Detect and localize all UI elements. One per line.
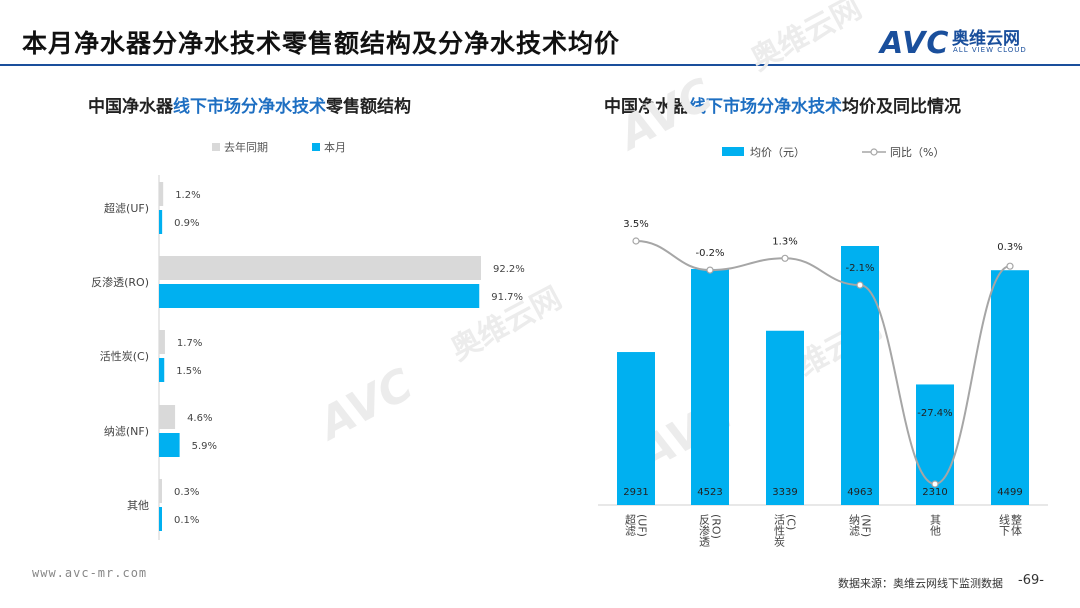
legend-label-current: 本月 <box>324 140 346 154</box>
category-label: 超滤 <box>624 513 637 536</box>
bar-label-current: 5.9% <box>192 441 217 452</box>
category-label: (RO) <box>710 514 723 539</box>
yoy-label: -2.1% <box>845 263 874 274</box>
category-label: 纳滤 <box>848 514 861 536</box>
bar-label-prior: 92.2% <box>493 264 525 275</box>
price-bar-label: 4499 <box>997 487 1022 498</box>
header-divider <box>0 64 1080 66</box>
bar-prior <box>159 479 162 503</box>
bar-current <box>159 507 162 531</box>
category-label: 超滤(UF) <box>104 201 149 215</box>
price-bar-label: 4523 <box>697 487 722 498</box>
category-label: 其他 <box>929 514 942 536</box>
bar-prior <box>159 182 164 206</box>
category-label: (UF) <box>636 514 649 537</box>
legend-marker-yoy <box>870 148 878 156</box>
bar-label-current: 1.5% <box>176 366 201 377</box>
price-bar <box>617 352 655 505</box>
bar-current <box>159 210 163 234</box>
bar-label-current: 91.7% <box>491 292 523 303</box>
category-label: 反渗透(RO) <box>91 275 149 289</box>
bar-label-current: 0.1% <box>174 515 199 526</box>
yoy-point <box>856 281 864 289</box>
watermark-logo: AVC <box>309 359 422 451</box>
watermark-logo-cn: 奥维云网 <box>745 0 867 78</box>
category-label: (C) <box>785 514 798 530</box>
legend-swatch-current <box>312 143 320 151</box>
category-label: 反渗透 <box>698 514 711 547</box>
bar-current <box>159 433 180 457</box>
page-title: 本月净水器分净水技术零售额结构及分净水技术均价 <box>22 29 621 58</box>
category-label: 其他 <box>127 499 149 512</box>
yoy-label: -27.4% <box>917 408 952 419</box>
footer-url: www.avc-mr.com <box>32 566 148 580</box>
bar-prior <box>159 405 176 429</box>
category-label: 活性炭 <box>773 514 786 548</box>
bar-label-prior: 1.2% <box>175 190 200 201</box>
yoy-point <box>706 266 714 274</box>
right-chart-title: 中国净水器线下市场分净水技术均价及同比情况 <box>604 97 961 117</box>
bar-prior <box>159 330 165 354</box>
bar-current <box>159 284 480 308</box>
watermark-logo: AVC <box>609 69 722 161</box>
category-label: 纳滤(NF) <box>104 425 149 438</box>
price-bar-label: 4963 <box>847 487 872 498</box>
bar-label-prior: 1.7% <box>177 338 202 349</box>
price-bar <box>691 268 729 505</box>
logo-text: AVC <box>880 26 950 61</box>
legend-swatch-prior <box>212 143 220 151</box>
yoy-label: 3.5% <box>623 219 648 230</box>
category-label: 活性炭(C) <box>100 349 149 363</box>
bar-label-prior: 4.6% <box>187 413 212 424</box>
bar-current <box>159 358 165 382</box>
yoy-label: -0.2% <box>695 248 724 259</box>
yoy-point <box>781 254 789 262</box>
legend-label-price: 均价（元） <box>750 146 805 159</box>
bar-prior <box>159 256 481 280</box>
price-bar-label: 2310 <box>922 487 947 498</box>
data-source: 数据来源：奥维云网线下监测数据 <box>838 577 1003 590</box>
avc-logo: AVC 奥维云网 ALL VIEW CLOUD <box>880 22 1050 61</box>
yoy-point <box>1006 262 1014 270</box>
category-label: (NF) <box>860 514 873 537</box>
legend-label-prior: 去年同期 <box>224 140 268 154</box>
bar-label-current: 0.9% <box>174 218 199 229</box>
yoy-label: 1.3% <box>772 236 797 247</box>
logo-en: ALL VIEW CLOUD <box>953 46 1027 54</box>
page-number: -69- <box>1018 573 1044 588</box>
price-bar <box>991 270 1029 505</box>
bar-label-prior: 0.3% <box>174 487 199 498</box>
price-bar-label: 3339 <box>772 487 797 498</box>
price-bar <box>841 246 879 505</box>
legend-label-yoy: 同比（%） <box>890 146 944 159</box>
logo-cn: 奥维云网 <box>952 29 1020 49</box>
price-bar <box>766 330 804 505</box>
yoy-point <box>632 237 640 245</box>
yoy-label: 0.3% <box>997 242 1022 253</box>
price-bar-label: 2931 <box>623 487 648 498</box>
yoy-point <box>931 480 939 488</box>
left-chart-title: 中国净水器线下市场分净水技术零售额结构 <box>88 97 411 117</box>
category-label: 线下 <box>998 513 1011 537</box>
category-label: 整体 <box>1010 513 1023 536</box>
legend-swatch-price <box>722 147 744 156</box>
